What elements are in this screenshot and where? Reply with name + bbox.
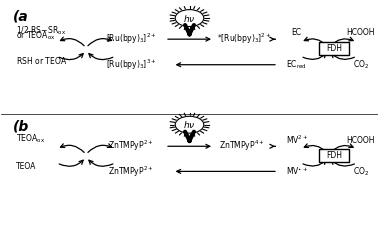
Text: $\mathrm{ZnTMPyP^{2+}}$: $\mathrm{ZnTMPyP^{2+}}$ [108, 139, 154, 153]
Text: (b: (b [13, 119, 29, 133]
FancyBboxPatch shape [318, 149, 349, 162]
Text: $h\nu$: $h\nu$ [183, 13, 196, 24]
Text: $\mathrm{CO_2}$: $\mathrm{CO_2}$ [353, 165, 369, 178]
FancyBboxPatch shape [318, 42, 349, 55]
Text: $\mathrm{or\ TEOA_{ox}}$: $\mathrm{or\ TEOA_{ox}}$ [16, 29, 56, 42]
Text: (a: (a [13, 9, 28, 23]
Circle shape [175, 116, 204, 133]
Text: $\mathrm{EC_{red}}$: $\mathrm{EC_{red}}$ [287, 58, 307, 71]
Text: HCOOH: HCOOH [347, 28, 375, 37]
Text: $\mathrm{TEOA_{ox}}$: $\mathrm{TEOA_{ox}}$ [16, 133, 46, 145]
Text: HCOOH: HCOOH [347, 136, 375, 145]
Text: FDH: FDH [326, 151, 342, 160]
Text: $[\mathrm{Ru(bpy)_3}]^{2+}$: $[\mathrm{Ru(bpy)_3}]^{2+}$ [106, 32, 157, 46]
Text: FDH: FDH [326, 44, 342, 53]
Text: $h\nu$: $h\nu$ [183, 119, 196, 130]
Text: TEOA: TEOA [16, 162, 37, 171]
Text: $*[\mathrm{Ru(bpy)_3}]^{2+}$: $*[\mathrm{Ru(bpy)_3}]^{2+}$ [217, 32, 271, 46]
Text: $\mathrm{1/2\ RS\!-\!SR_{ox}}$: $\mathrm{1/2\ RS\!-\!SR_{ox}}$ [16, 25, 66, 37]
Text: $[\mathrm{Ru(bpy)_3}]^{3+}$: $[\mathrm{Ru(bpy)_3}]^{3+}$ [106, 58, 157, 72]
Text: $\mathrm{RSH\ or\ TEOA}$: $\mathrm{RSH\ or\ TEOA}$ [16, 55, 68, 66]
Text: $\mathrm{ZnTMPyP^{4+}}$: $\mathrm{ZnTMPyP^{4+}}$ [219, 139, 265, 153]
Text: $\mathrm{ZnTMPyP^{2+}}$: $\mathrm{ZnTMPyP^{2+}}$ [108, 164, 154, 179]
Circle shape [175, 10, 204, 27]
Text: EC: EC [292, 28, 302, 37]
Text: $\mathrm{MV^{2+}}$: $\mathrm{MV^{2+}}$ [286, 134, 308, 146]
Text: $\mathrm{CO_2}$: $\mathrm{CO_2}$ [353, 58, 369, 71]
Text: $\mathrm{MV^{\bullet+}}$: $\mathrm{MV^{\bullet+}}$ [286, 166, 308, 177]
